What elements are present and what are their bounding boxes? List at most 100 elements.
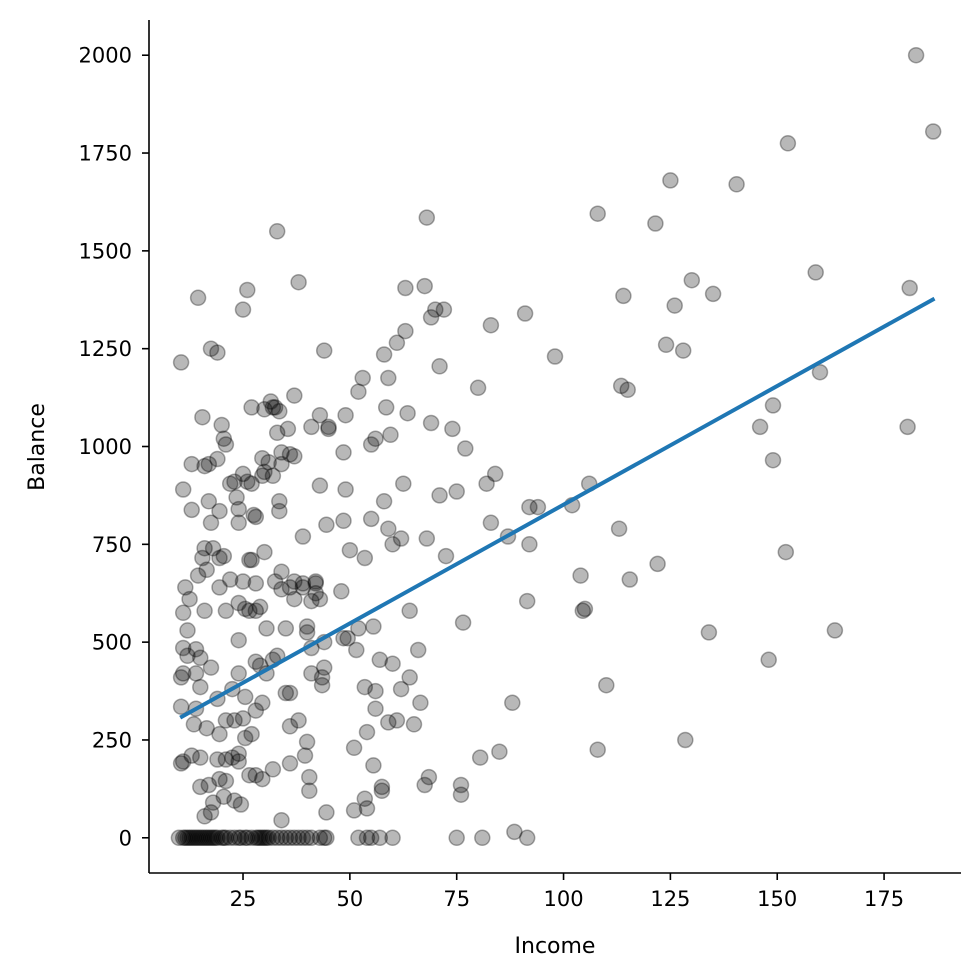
data-point (247, 602, 265, 620)
data-point (271, 502, 288, 520)
data-point (303, 592, 320, 610)
data-point (209, 344, 226, 361)
data-point (478, 475, 495, 492)
data-point (518, 592, 536, 610)
data-point (380, 520, 397, 537)
data-point (254, 770, 271, 788)
data-point (189, 829, 207, 847)
data-point (200, 829, 218, 847)
data-point (356, 549, 374, 567)
data-point (350, 829, 367, 847)
data-point (243, 551, 260, 569)
y-tick-label: 2000 (79, 44, 132, 68)
data-point (217, 772, 235, 790)
data-point (350, 383, 367, 400)
data-point (281, 446, 299, 463)
data-point (367, 682, 384, 700)
data-point (221, 571, 239, 588)
data-point (521, 536, 538, 553)
data-point (215, 547, 233, 565)
data-point (281, 829, 299, 847)
data-point (422, 309, 440, 326)
data-point (807, 264, 824, 281)
data-point (254, 467, 271, 485)
data-point (174, 481, 192, 498)
data-point (230, 500, 247, 518)
data-point (262, 393, 280, 410)
x-tick-label: 50 (336, 887, 363, 911)
data-point (751, 418, 769, 436)
data-point (183, 455, 200, 473)
data-point (281, 755, 299, 772)
data-point (273, 829, 290, 847)
data-point (260, 453, 277, 471)
data-point (313, 676, 331, 694)
data-point (356, 678, 374, 696)
data-point (249, 829, 267, 847)
data-point (264, 761, 282, 778)
data-point (301, 768, 318, 786)
data-point (435, 301, 453, 318)
data-point (202, 829, 220, 847)
data-point (290, 273, 307, 291)
data-point (657, 336, 675, 354)
y-tick-label: 1750 (79, 142, 132, 166)
data-point (371, 651, 389, 669)
data-point (610, 520, 628, 537)
data-point (301, 782, 318, 800)
data-point (211, 502, 228, 520)
data-point (181, 590, 198, 608)
data-point (209, 450, 226, 468)
data-point (303, 829, 320, 847)
data-point (574, 602, 592, 620)
data-point (202, 659, 220, 676)
data-point (230, 594, 247, 612)
data-point (224, 749, 241, 766)
data-point (198, 719, 215, 737)
data-point (187, 829, 205, 847)
data-point (192, 649, 209, 667)
data-point (924, 123, 942, 140)
data-point (418, 530, 436, 547)
data-point (362, 510, 380, 528)
data-point (506, 823, 523, 841)
x-tick-label: 175 (864, 887, 904, 911)
data-point (504, 694, 521, 712)
data-point (221, 829, 239, 847)
data-point (341, 541, 359, 559)
data-point (412, 694, 429, 712)
data-point (377, 399, 395, 416)
data-point (294, 829, 312, 847)
data-point (228, 489, 245, 506)
data-point (258, 620, 275, 637)
data-point (234, 301, 252, 318)
data-point (196, 457, 213, 475)
data-point (422, 414, 440, 432)
data-point (181, 829, 198, 847)
data-point (202, 340, 220, 357)
data-point (268, 223, 286, 240)
data-point (256, 463, 273, 481)
data-point (271, 493, 288, 510)
data-point (177, 829, 194, 847)
data-point (397, 322, 414, 340)
data-point (307, 573, 324, 590)
data-point (247, 575, 265, 592)
data-point (241, 551, 258, 569)
data-point (230, 829, 247, 847)
data-point (273, 581, 290, 598)
data-point (572, 567, 589, 584)
data-point (239, 829, 256, 847)
data-point (226, 829, 243, 847)
data-point (384, 829, 401, 847)
data-point (172, 669, 190, 686)
data-point (194, 408, 211, 426)
data-point (281, 579, 299, 596)
data-point (320, 418, 337, 436)
data-point (226, 792, 243, 809)
data-point (371, 829, 389, 847)
data-point (303, 418, 320, 436)
data-point (420, 768, 438, 786)
data-point (576, 600, 594, 618)
